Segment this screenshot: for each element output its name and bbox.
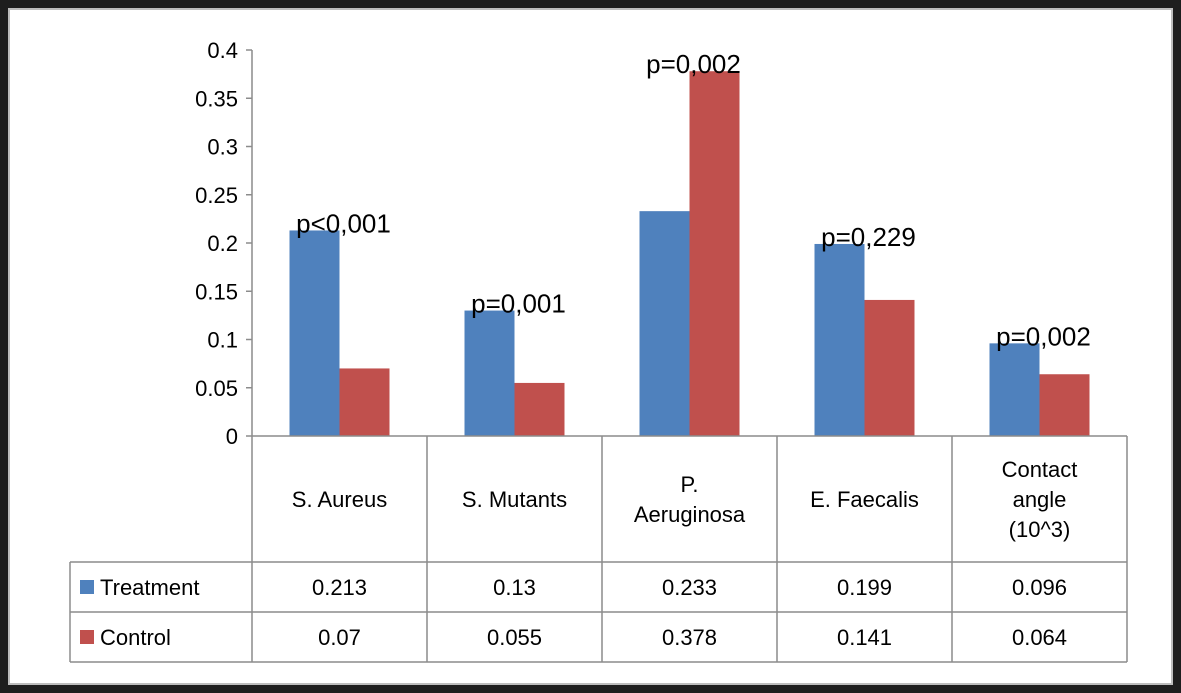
category-label: Contact xyxy=(1002,457,1078,482)
data-cell-treatment: 0.233 xyxy=(662,575,717,600)
y-tick-label: 0.25 xyxy=(195,183,238,208)
bars-group xyxy=(289,71,1090,437)
category-label: angle xyxy=(1013,487,1067,512)
data-cell-control: 0.064 xyxy=(1012,625,1067,650)
chart-panel: 0 0.05 0.1 0.15 0.2 0.25 0.3 0.35 0.4 p<0,001 p=0… xyxy=(8,8,1173,685)
bar-treatment-1 xyxy=(464,310,515,436)
category-label: P. xyxy=(681,472,699,497)
data-cell-control: 0.378 xyxy=(662,625,717,650)
bar-control-0 xyxy=(339,368,390,436)
bar-control-2 xyxy=(689,71,740,437)
y-tick-label: 0 xyxy=(226,424,238,449)
bar-control-4 xyxy=(1039,374,1090,436)
bar-treatment-3 xyxy=(814,243,865,436)
legend-key-control xyxy=(80,630,94,644)
p-value-label: p=0,002 xyxy=(646,49,741,79)
category-label: S. Aureus xyxy=(292,487,387,512)
data-cell-control: 0.055 xyxy=(487,625,542,650)
legend-key-treatment xyxy=(80,580,94,594)
y-tick-label: 0.1 xyxy=(207,328,238,353)
axis-group: 0 0.05 0.1 0.15 0.2 0.25 0.3 0.35 0.4 xyxy=(195,38,253,449)
annotations-group: p<0,001 p=0,001 p=0,002 p=0,229 p=0,002 xyxy=(296,49,1091,351)
legend-label-treatment: Treatment xyxy=(100,575,199,600)
data-cell-treatment: 0.199 xyxy=(837,575,892,600)
p-value-label: p=0,002 xyxy=(996,321,1091,351)
data-cell-treatment: 0.213 xyxy=(312,575,367,600)
y-tick-label: 0.15 xyxy=(195,279,238,304)
category-label: S. Mutants xyxy=(462,487,567,512)
bar-treatment-2 xyxy=(639,211,690,436)
legend-label-control: Control xyxy=(100,625,171,650)
category-label: Aeruginosa xyxy=(634,502,746,527)
data-cell-control: 0.07 xyxy=(318,625,361,650)
data-cell-control: 0.141 xyxy=(837,625,892,650)
bar-treatment-4 xyxy=(989,343,1040,436)
data-cell-treatment: 0.096 xyxy=(1012,575,1067,600)
y-tick-label: 0.35 xyxy=(195,86,238,111)
y-tick-label: 0.2 xyxy=(207,231,238,256)
bar-chart: 0 0.05 0.1 0.15 0.2 0.25 0.3 0.35 0.4 p<0,001 p=0… xyxy=(69,38,1128,663)
p-value-label: p=0,229 xyxy=(821,222,916,252)
category-label: E. Faecalis xyxy=(810,487,919,512)
p-value-label: p=0,001 xyxy=(471,289,566,319)
data-cell-treatment: 0.13 xyxy=(493,575,536,600)
y-tick-label: 0.3 xyxy=(207,135,238,160)
p-value-label: p<0,001 xyxy=(296,208,391,238)
bar-treatment-0 xyxy=(289,230,340,436)
category-label: (10^3) xyxy=(1009,517,1071,542)
y-tick-label: 0.05 xyxy=(195,376,238,401)
data-table: S. Aureus S. Mutants P. Aeruginosa E. Faecal… xyxy=(69,435,1128,663)
bar-control-1 xyxy=(514,382,565,436)
bar-control-3 xyxy=(864,299,915,436)
y-tick-label: 0.4 xyxy=(207,38,238,63)
